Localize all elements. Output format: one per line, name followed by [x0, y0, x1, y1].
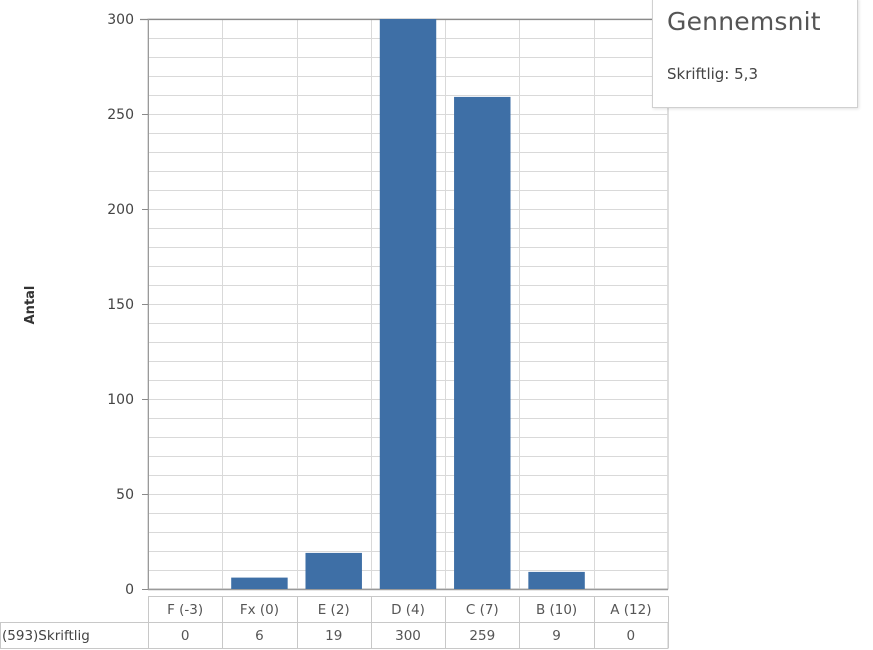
category-label: D (4) [391, 602, 425, 618]
average-box: Gennemsnit Skriftlig: 5,3 [652, 0, 858, 108]
y-tick-label: 100 [107, 392, 134, 408]
category-label: B (10) [536, 602, 577, 618]
table-value-row [0, 622, 669, 649]
bar-4 [454, 96, 511, 590]
category-label: C (7) [466, 602, 499, 618]
y-axis: 0 50 100 150 200 250 300 [107, 12, 149, 598]
category-label: Fx (0) [240, 602, 279, 618]
average-title: Gennemsnit [667, 7, 821, 36]
table-row-label: (593)Skriftlig [2, 628, 90, 644]
category-label: F (-3) [167, 602, 203, 618]
average-value: 5,3 [734, 65, 758, 83]
table-value: 300 [395, 628, 421, 644]
y-tick-label: 250 [107, 107, 134, 123]
average-line: Skriftlig: 5,3 [667, 65, 758, 83]
y-tick-label: 150 [107, 297, 134, 313]
table-value: 0 [627, 628, 636, 644]
y-tick-label: 300 [107, 12, 134, 28]
table-value: 19 [325, 628, 342, 644]
category-label: E (2) [318, 602, 350, 618]
category-label: A (12) [610, 602, 651, 618]
bar-3 [379, 19, 437, 589]
table-value: 0 [181, 628, 190, 644]
bar-1 [231, 577, 288, 589]
data-table: F (-3) 0 Fx (0) 6 E (2) 19 D (4) 300 C (7) 259 B (… [0, 596, 669, 649]
table-value: 259 [469, 628, 495, 644]
bar-5 [528, 571, 585, 589]
table-value: 9 [552, 628, 561, 644]
table-value: 6 [255, 628, 264, 644]
y-tick-label: 50 [116, 487, 134, 503]
bars [231, 19, 585, 590]
y-tick-label: 0 [125, 582, 134, 598]
table-header-row [148, 596, 669, 623]
bar-2 [305, 552, 362, 589]
y-tick-label: 200 [107, 202, 134, 218]
average-label: Skriftlig: [667, 65, 730, 83]
y-axis-label: Antal [23, 286, 38, 325]
